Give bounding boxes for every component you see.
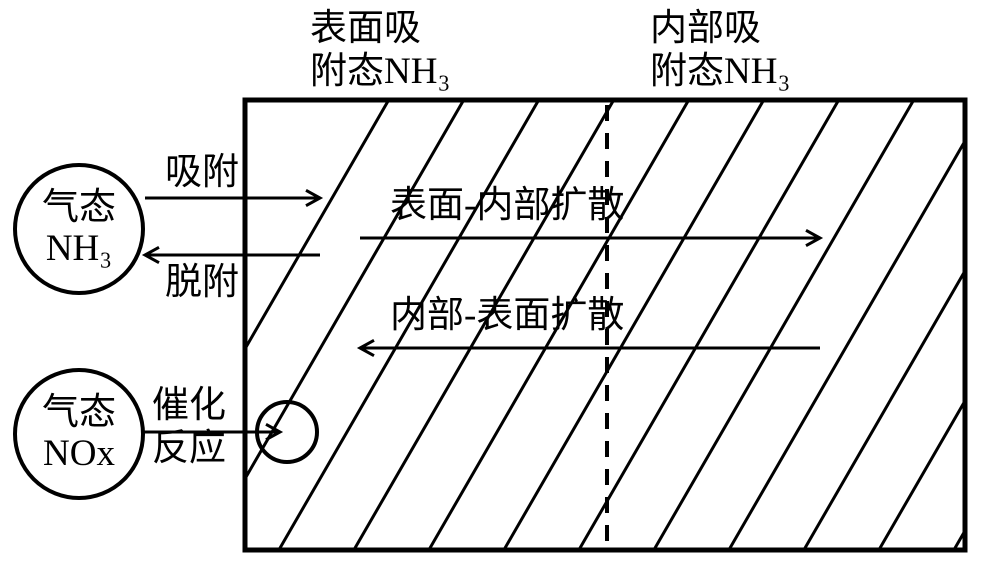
label-internal-to-surface: 内部-表面扩散 bbox=[390, 295, 624, 338]
arrow-internal-to-surface bbox=[360, 340, 820, 355]
label-surface-to-internal: 表面-内部扩散 bbox=[390, 185, 624, 228]
label-adsorb: 吸附 bbox=[165, 152, 239, 195]
label-internal-adsorbed-nh3: 内部吸 附态NH₃ bbox=[650, 8, 790, 93]
gas-nh3-circle: 气态 NH₃ bbox=[13, 163, 145, 295]
gas-nox-circle: 气态 NOx bbox=[13, 368, 145, 500]
arrow-desorb bbox=[145, 247, 320, 262]
label-desorb: 脱附 bbox=[165, 262, 239, 305]
label-surface-adsorbed-nh3: 表面吸 附态NH₃ bbox=[310, 8, 450, 93]
arrow-surface-to-internal bbox=[360, 230, 820, 245]
label-catalysis: 催化 反应 bbox=[152, 385, 226, 470]
